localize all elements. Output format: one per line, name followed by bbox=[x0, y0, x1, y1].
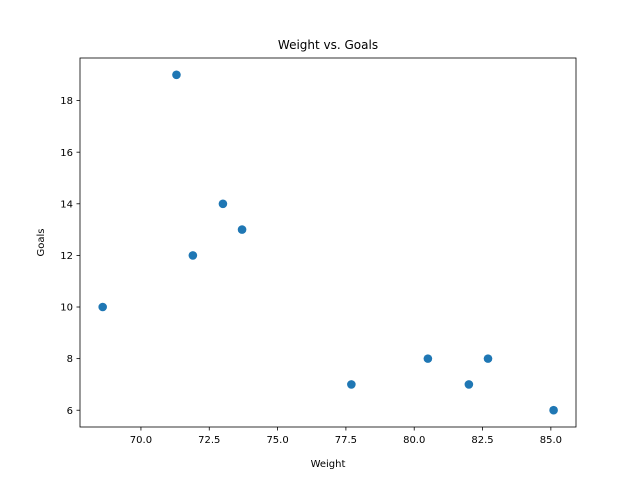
data-point bbox=[549, 405, 558, 415]
x-tick-label: 85.0 bbox=[540, 435, 562, 446]
y-tick-label: 14 bbox=[60, 199, 73, 210]
y-tick-label: 16 bbox=[60, 148, 73, 159]
data-point bbox=[483, 354, 493, 363]
x-tick-label: 72.5 bbox=[198, 435, 220, 446]
x-tick-label: 77.5 bbox=[335, 435, 357, 446]
y-tick-label: 10 bbox=[60, 303, 73, 314]
data-point bbox=[464, 380, 474, 389]
x-tick-label: 75.0 bbox=[266, 435, 288, 446]
scatter-points bbox=[98, 70, 558, 415]
plot-frame bbox=[79, 57, 577, 428]
data-point bbox=[172, 70, 181, 80]
data-point bbox=[347, 380, 356, 389]
x-tick-label: 82.5 bbox=[471, 435, 493, 446]
data-point bbox=[423, 354, 433, 363]
x-axis-label: Weight bbox=[311, 459, 346, 470]
x-tick-label: 80.0 bbox=[403, 435, 425, 446]
y-axis-label: Goals bbox=[36, 229, 47, 257]
y-tick-label: 8 bbox=[67, 354, 73, 365]
data-point bbox=[188, 251, 198, 260]
y-tick-label: 12 bbox=[60, 251, 73, 262]
y-tick-label: 18 bbox=[60, 96, 73, 107]
data-point bbox=[218, 199, 228, 209]
data-point bbox=[237, 225, 247, 234]
data-point bbox=[98, 302, 107, 312]
x-axis: 70.0 72.5 75.0 77.5 80.0 82.5 85.0 bbox=[130, 427, 562, 446]
chart-title: Weight vs. Goals bbox=[278, 38, 378, 52]
x-tick-label: 70.0 bbox=[130, 435, 152, 446]
y-tick-label: 6 bbox=[67, 406, 73, 417]
y-axis: 6 8 10 12 14 16 18 bbox=[60, 96, 80, 417]
